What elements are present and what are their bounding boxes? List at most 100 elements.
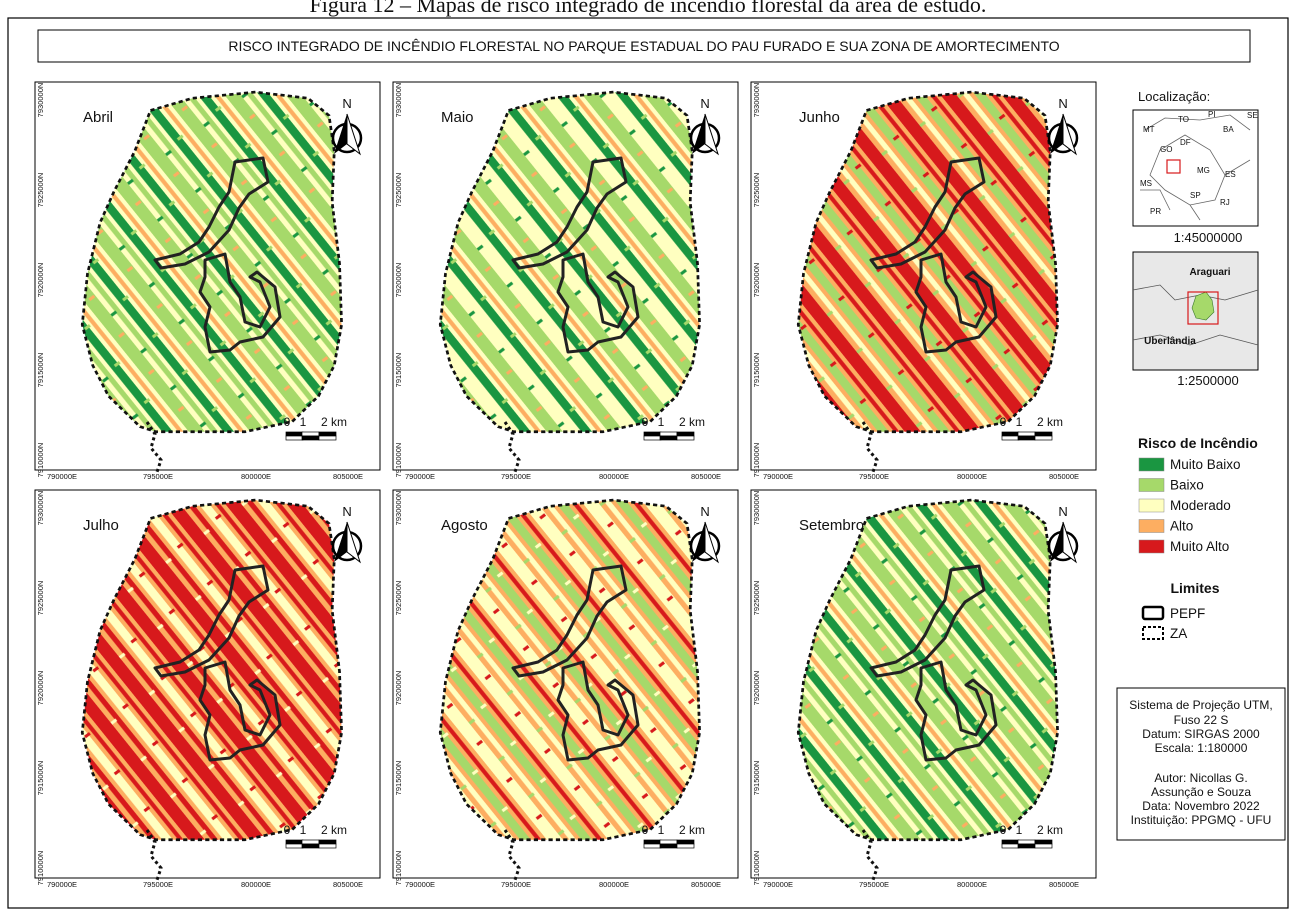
scale-segment	[677, 844, 694, 848]
legend-label: Muito Baixo	[1170, 457, 1241, 472]
y-coordinate: 7915000N	[394, 761, 403, 796]
x-coordinate: 790000E	[405, 472, 435, 481]
y-coordinate: 7925000N	[394, 173, 403, 208]
info-line: Fuso 22 S	[1174, 713, 1229, 727]
legend-swatch	[1139, 479, 1164, 492]
scale-segment	[677, 840, 694, 844]
y-coordinate: 7930000N	[394, 83, 403, 118]
legend-swatch	[1139, 520, 1164, 533]
y-coordinate: 7930000N	[36, 491, 45, 526]
scale-segment	[644, 432, 661, 436]
scale-segment	[319, 436, 336, 440]
y-coordinate: 7910000N	[752, 443, 761, 478]
scale-label: 1	[658, 415, 665, 429]
y-coordinate: 7920000N	[394, 671, 403, 706]
state-label: RJ	[1220, 198, 1230, 207]
month-label: Maio	[441, 109, 474, 126]
scale-segment	[644, 844, 661, 848]
scale-label: 1	[1016, 823, 1023, 837]
city-label: Uberlândia	[1144, 336, 1196, 347]
x-coordinate: 790000E	[47, 472, 77, 481]
scale-segment	[302, 436, 319, 440]
x-coordinate: 795000E	[501, 472, 531, 481]
limit-label: PEPF	[1170, 606, 1205, 621]
scale-segment	[1002, 844, 1019, 848]
x-coordinate: 795000E	[143, 472, 173, 481]
month-label: Agosto	[441, 517, 488, 534]
limit-pepf-symbol	[1143, 607, 1163, 619]
month-label: Julho	[83, 517, 119, 534]
map-panel: JunhoN012 km7930000N7925000N7920000N7915…	[751, 82, 1096, 481]
scale-segment	[286, 432, 303, 436]
north-label: N	[342, 96, 351, 111]
limit-label: ZA	[1170, 626, 1187, 641]
y-coordinate: 7910000N	[394, 851, 403, 886]
y-coordinate: 7915000N	[752, 353, 761, 388]
x-coordinate: 800000E	[957, 472, 987, 481]
scale-segment	[319, 844, 336, 848]
state-label: PR	[1150, 207, 1161, 216]
legend-label: Moderado	[1170, 498, 1231, 513]
legend-swatch	[1139, 540, 1164, 553]
month-label: Setembro	[799, 517, 864, 534]
legend-swatch	[1139, 499, 1164, 512]
scale-label: 2 km	[679, 823, 705, 837]
scale-segment	[1035, 436, 1052, 440]
scale-segment	[1002, 432, 1019, 436]
scale-label: 2 km	[1037, 823, 1063, 837]
scale-segment	[1002, 436, 1019, 440]
scale-label: 2 km	[679, 415, 705, 429]
y-coordinate: 7930000N	[752, 83, 761, 118]
scale-segment	[1035, 844, 1052, 848]
scale-segment	[319, 432, 336, 436]
y-coordinate: 7920000N	[752, 671, 761, 706]
state-label: TO	[1178, 115, 1189, 124]
scale-segment	[660, 844, 677, 848]
state-label: SP	[1190, 191, 1201, 200]
city-label: Araguari	[1189, 267, 1230, 278]
y-coordinate: 7925000N	[394, 581, 403, 616]
scale-segment	[1018, 432, 1035, 436]
x-coordinate: 800000E	[241, 472, 271, 481]
y-coordinate: 7920000N	[752, 263, 761, 298]
y-coordinate: 7910000N	[36, 851, 45, 886]
scale-segment	[677, 436, 694, 440]
x-coordinate: 800000E	[957, 880, 987, 889]
scale-label: 1	[300, 415, 307, 429]
map-panel: AbrilN012 km7930000N7925000N7920000N7915…	[35, 82, 380, 481]
scale-label: 0	[642, 823, 649, 837]
y-coordinate: 7915000N	[752, 761, 761, 796]
scale-label: 0	[642, 415, 649, 429]
scale-segment	[644, 436, 661, 440]
detail-scale: 1:2500000	[1177, 373, 1238, 388]
info-line: Escala: 1:180000	[1155, 741, 1248, 755]
x-coordinate: 790000E	[47, 880, 77, 889]
y-coordinate: 7930000N	[752, 491, 761, 526]
scale-segment	[660, 840, 677, 844]
legend-swatch	[1139, 458, 1164, 471]
x-coordinate: 795000E	[501, 880, 531, 889]
x-coordinate: 805000E	[333, 472, 363, 481]
y-coordinate: 7920000N	[36, 671, 45, 706]
scale-segment	[302, 844, 319, 848]
state-label: ES	[1225, 170, 1236, 179]
month-label: Junho	[799, 109, 840, 126]
scale-segment	[677, 432, 694, 436]
scale-segment	[286, 840, 303, 844]
y-coordinate: 7930000N	[36, 83, 45, 118]
x-coordinate: 795000E	[859, 472, 889, 481]
location-scale: 1:45000000	[1174, 230, 1243, 245]
state-label: GO	[1160, 145, 1172, 154]
y-coordinate: 7915000N	[36, 761, 45, 796]
y-coordinate: 7920000N	[36, 263, 45, 298]
info-line: Instituição: PPGMQ - UFU	[1131, 813, 1272, 827]
scale-segment	[1018, 436, 1035, 440]
figure: Figura 12 – Mapas de risco integrado de …	[0, 0, 1296, 911]
limit-za-symbol	[1143, 627, 1163, 639]
scale-segment	[660, 436, 677, 440]
scale-segment	[1035, 840, 1052, 844]
info-line: Datum: SIRGAS 2000	[1142, 727, 1260, 741]
scale-label: 2 km	[321, 415, 347, 429]
x-coordinate: 795000E	[143, 880, 173, 889]
scale-label: 2 km	[1037, 415, 1063, 429]
